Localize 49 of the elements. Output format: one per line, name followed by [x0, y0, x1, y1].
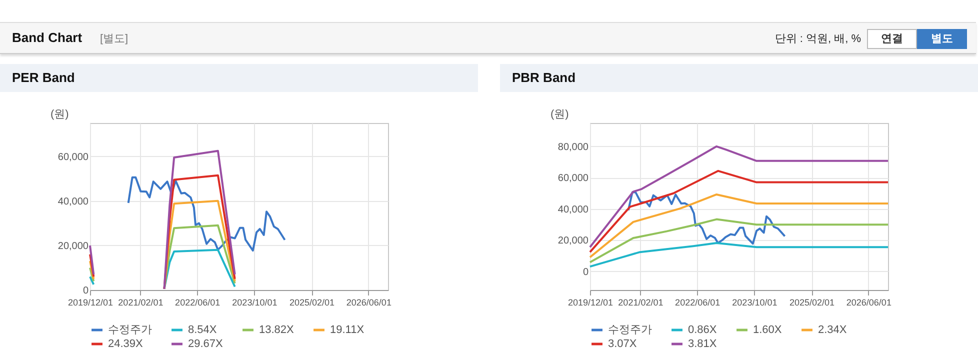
legend-label: 1.60X: [753, 324, 782, 336]
legend-label: 2.34X: [818, 324, 848, 336]
y-tick-label: 40,000: [58, 196, 89, 208]
x-tick-label: 2021/02/01: [618, 298, 664, 308]
y-tick-label: 0: [82, 286, 89, 296]
legend-label: 24.39X: [108, 338, 144, 350]
legend-label: 수정주가: [108, 324, 152, 336]
y-tick-label: 40,000: [558, 204, 589, 216]
chart-title: PER Band: [0, 64, 478, 92]
x-tick-label: 2021/02/01: [118, 298, 164, 308]
y-tick-label: 60,000: [58, 152, 89, 163]
line-series: [627, 191, 786, 245]
y-axis-title: (원): [50, 108, 69, 120]
line-series: [589, 170, 889, 254]
legend-label: 8.54X: [188, 324, 218, 336]
legend-label: 29.67X: [188, 338, 224, 350]
text: Band Chart: [12, 30, 82, 45]
x-tick-label: 2026/06/01: [346, 298, 392, 308]
x-tick-label: 2019/12/01: [568, 298, 614, 308]
text: 별도: [917, 29, 967, 49]
y-tick-label: 80,000: [558, 142, 589, 153]
line-series: [589, 145, 889, 248]
legend-label: 3.81X: [688, 338, 718, 350]
text: 단위 : 억원, 배, %: [774, 32, 861, 46]
x-tick-label: 2022/06/01: [175, 298, 220, 308]
legend-label: 수정주가: [608, 324, 652, 336]
line-series: [589, 242, 889, 268]
line-series: [589, 193, 889, 258]
text: [별도]: [100, 32, 128, 46]
legend-label: 19.11X: [330, 324, 365, 336]
chart-title: PBR Band: [500, 64, 978, 92]
x-tick-label: 2023/10/01: [732, 298, 778, 308]
line-series: [127, 176, 286, 252]
text: 연결: [867, 29, 917, 49]
y-tick-label: 20,000: [58, 240, 89, 252]
x-tick-label: 2025/02/01: [790, 298, 835, 308]
x-tick-label: 2025/02/01: [290, 298, 335, 308]
x-tick-label: 2019/12/01: [68, 298, 114, 308]
legend-label: 3.07X: [608, 338, 638, 350]
y-tick-label: 60,000: [558, 173, 589, 184]
y-axis-title: (원): [550, 108, 569, 120]
y-tick-label: 0: [582, 266, 589, 278]
legend-label: 13.82X: [259, 324, 295, 336]
y-tick-label: 20,000: [558, 236, 589, 247]
x-tick-label: 2023/10/01: [232, 298, 278, 308]
x-tick-label: 2022/06/01: [675, 298, 720, 308]
line-series: [589, 218, 889, 264]
legend-label: 0.86X: [688, 324, 718, 336]
x-tick-label: 2026/06/01: [846, 298, 892, 308]
